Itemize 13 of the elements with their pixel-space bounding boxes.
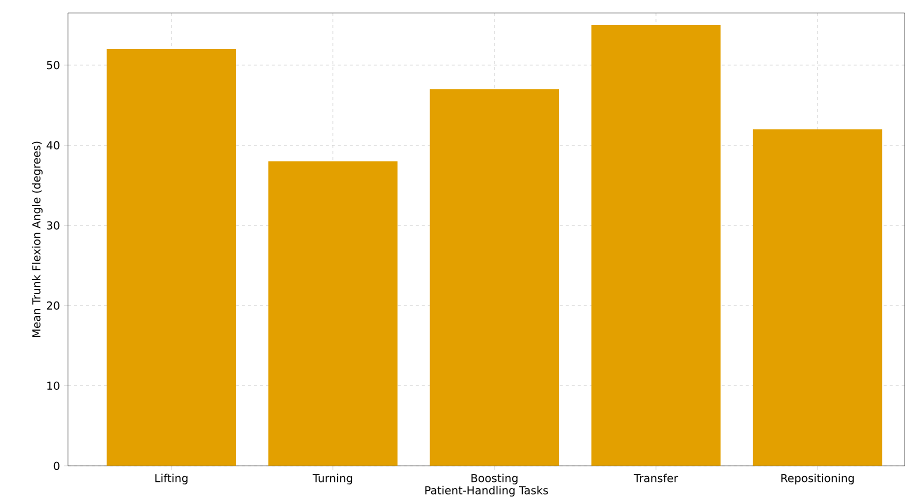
x-tick-label: Transfer <box>634 474 678 482</box>
x-tick-label: Lifting <box>155 474 188 484</box>
x-tick-label: Boosting <box>472 474 518 484</box>
x-tick-label: Turning <box>312 474 352 484</box>
y-axis-title: Mean Trunk Flexion Angle (degrees) <box>32 142 43 338</box>
x-axis-title: Patient-Handling Tasks <box>425 486 548 497</box>
y-tick-label: 10 <box>47 382 60 390</box>
x-tick-label: Repositioning <box>781 474 854 484</box>
y-tick-label: 0 <box>54 462 60 470</box>
y-tick-label: 20 <box>46 301 60 310</box>
y-tick-label: 50 <box>46 61 60 70</box>
y-tick-label: 40 <box>46 141 60 150</box>
y-tick-label: 30 <box>46 221 60 230</box>
